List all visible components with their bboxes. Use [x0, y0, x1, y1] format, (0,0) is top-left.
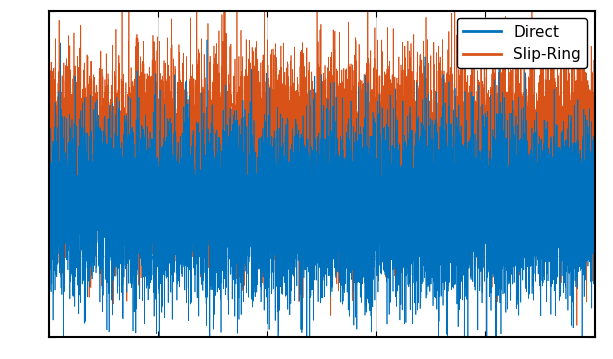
- Direct: [204, 38, 211, 42]
- Slip-Ring: [78, 136, 85, 141]
- Slip-Ring: [591, 223, 598, 227]
- Direct: [68, 192, 75, 196]
- Line: Direct: Direct: [49, 40, 595, 359]
- Slip-Ring: [68, 149, 75, 154]
- Slip-Ring: [573, 323, 581, 327]
- Direct: [48, 237, 55, 241]
- Direct: [45, 185, 53, 189]
- Slip-Ring: [152, 149, 159, 153]
- Slip-Ring: [312, 91, 319, 95]
- Direct: [312, 178, 319, 183]
- Direct: [152, 208, 159, 213]
- Slip-Ring: [562, 196, 569, 200]
- Slip-Ring: [45, 180, 53, 184]
- Line: Slip-Ring: Slip-Ring: [49, 0, 595, 325]
- Direct: [591, 178, 598, 182]
- Direct: [78, 225, 85, 229]
- Direct: [562, 188, 569, 192]
- Slip-Ring: [48, 144, 55, 148]
- Legend: Direct, Slip-Ring: Direct, Slip-Ring: [457, 18, 587, 68]
